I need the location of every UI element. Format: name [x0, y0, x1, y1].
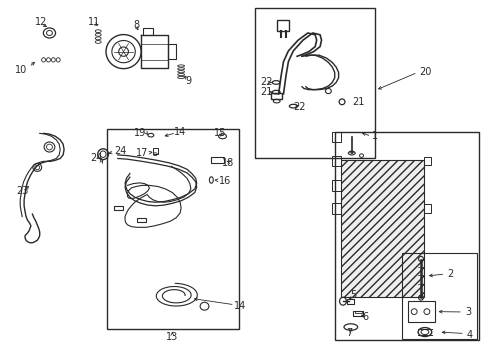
Text: 23: 23 [17, 186, 29, 197]
Bar [346, 299, 353, 304]
Bar [137, 218, 146, 222]
Text: 2: 2 [446, 269, 452, 279]
Text: 6: 6 [362, 312, 368, 322]
Text: 18: 18 [221, 158, 233, 168]
Bar [352, 311, 363, 316]
Text: 22: 22 [292, 102, 305, 112]
Text: 19: 19 [134, 128, 146, 138]
Text: 24: 24 [91, 153, 103, 163]
Text: 17: 17 [135, 148, 148, 158]
Bar [331, 132, 340, 142]
Bar [271, 93, 282, 99]
Bar [340, 159, 423, 297]
Bar [407, 301, 434, 321]
Text: 4: 4 [466, 330, 471, 340]
Bar [331, 180, 340, 191]
Text: 14: 14 [233, 301, 245, 311]
Text: 21: 21 [351, 97, 364, 107]
Bar [255, 8, 374, 158]
Text: 14: 14 [174, 127, 186, 136]
Text: 3: 3 [464, 307, 470, 317]
Bar [168, 44, 175, 59]
Bar [107, 129, 238, 329]
Bar [114, 206, 122, 211]
Bar [153, 148, 158, 154]
Text: 20: 20 [418, 67, 430, 77]
Bar [401, 253, 476, 338]
Text: 10: 10 [15, 64, 27, 75]
Bar [354, 311, 361, 313]
Text: 7: 7 [346, 328, 352, 338]
Text: 13: 13 [166, 332, 178, 342]
Text: 16: 16 [219, 176, 231, 186]
Text: 15: 15 [213, 128, 225, 138]
Bar [331, 203, 340, 214]
Text: 24: 24 [114, 146, 126, 156]
Text: 8: 8 [133, 20, 139, 30]
Text: 12: 12 [35, 17, 47, 27]
Bar [277, 21, 289, 31]
Text: 21: 21 [260, 87, 272, 97]
Bar [423, 204, 430, 213]
Text: 9: 9 [185, 76, 191, 86]
Text: 5: 5 [350, 291, 356, 301]
Bar [143, 28, 153, 35]
Text: 22: 22 [260, 77, 272, 87]
Bar [331, 156, 340, 166]
Bar [211, 157, 223, 163]
Bar [423, 157, 430, 165]
Text: 11: 11 [88, 17, 100, 27]
Text: 1: 1 [371, 131, 378, 141]
Bar [334, 132, 478, 339]
